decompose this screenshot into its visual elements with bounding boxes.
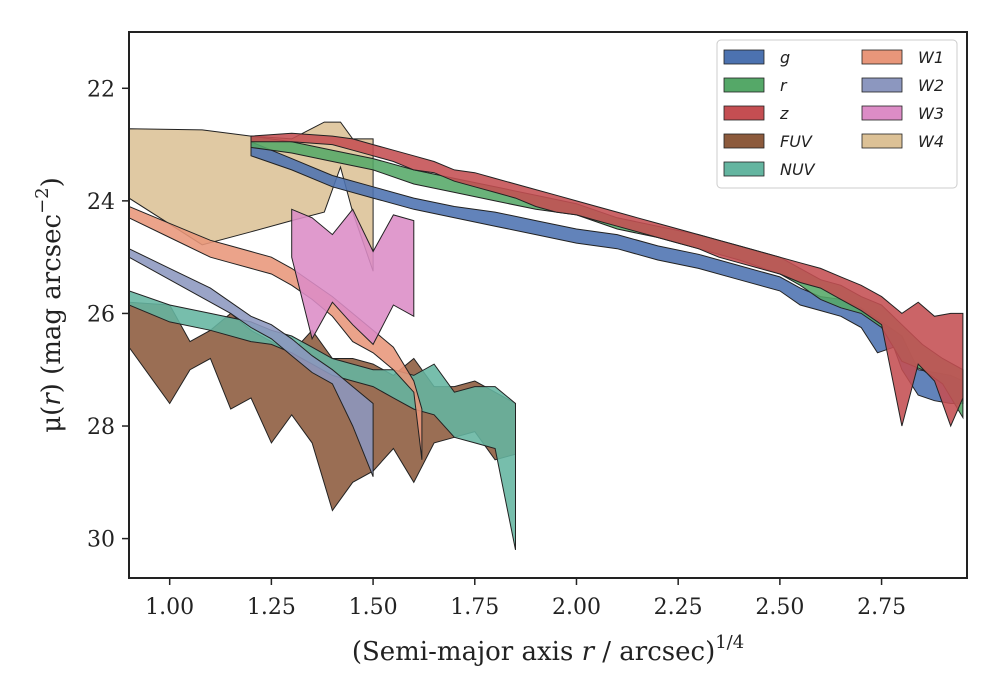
- legend-label: W3: [918, 104, 944, 123]
- legend-label: W1: [918, 48, 944, 67]
- band-layer: [129, 121, 964, 550]
- x-tick-label: 2.50: [755, 595, 804, 620]
- legend-swatch: [861, 49, 903, 65]
- y-tick-label: 24: [87, 190, 115, 215]
- legend-swatch: [723, 77, 765, 93]
- legend-item-z: z: [723, 104, 789, 123]
- legend: grz FUV NUV W1 W2 W3 W4: [716, 39, 958, 189]
- legend-label: r: [780, 76, 788, 95]
- legend-swatch: [861, 133, 903, 149]
- legend-item-r: r: [723, 76, 788, 95]
- x-tick-label: 1.75: [450, 595, 499, 620]
- legend-swatch: [723, 133, 765, 149]
- legend-item-w4: W4: [861, 132, 944, 151]
- legend-swatch: [723, 161, 765, 177]
- band-w3: [291, 208, 415, 346]
- legend-label: FUV: [780, 132, 813, 151]
- band-w2: [129, 248, 374, 477]
- legend-item-fuv: FUV: [723, 132, 813, 151]
- legend-swatch: [861, 105, 903, 121]
- legend-label: z: [779, 104, 789, 123]
- x-tick-label: 1.00: [145, 595, 194, 620]
- legend-item-nuv: NUV: [723, 160, 816, 179]
- legend-label: W4: [918, 132, 944, 151]
- legend-swatch: [723, 105, 765, 121]
- y-tick-label: 26: [87, 302, 115, 327]
- legend-label: W2: [918, 76, 944, 95]
- legend-swatch: [723, 49, 765, 65]
- y-axis-label: μ(r) (mag arcsec−2): [32, 177, 67, 433]
- x-axis-label: (Semi-major axis r / arcsec)1/4: [352, 632, 744, 667]
- y-tick-label: 30: [87, 528, 115, 553]
- legend-label: NUV: [780, 160, 816, 179]
- legend-item-w1: W1: [861, 48, 944, 67]
- legend-label: g: [780, 48, 790, 67]
- y-axis-ticks: 22 24 26 28 30: [87, 77, 129, 553]
- legend-frame: [716, 39, 958, 189]
- x-axis-ticks: 1.00 1.25 1.50 1.75 2.00 2.25 2.50 2.75: [145, 578, 906, 620]
- band-z: [250, 132, 964, 428]
- plot-frame: [128, 31, 968, 579]
- x-tick-label: 1.25: [247, 595, 296, 620]
- legend-item-g: g: [723, 48, 790, 67]
- x-tick-label: 2.25: [654, 595, 703, 620]
- x-tick-label: 1.50: [349, 595, 398, 620]
- legend-item-w3: W3: [861, 104, 944, 123]
- y-tick-label: 22: [87, 77, 115, 102]
- legend-item-w2: W2: [861, 76, 944, 95]
- y-tick-label: 28: [87, 415, 115, 440]
- x-tick-label: 2.00: [552, 595, 601, 620]
- x-tick-label: 2.75: [857, 595, 906, 620]
- legend-swatch: [861, 77, 903, 93]
